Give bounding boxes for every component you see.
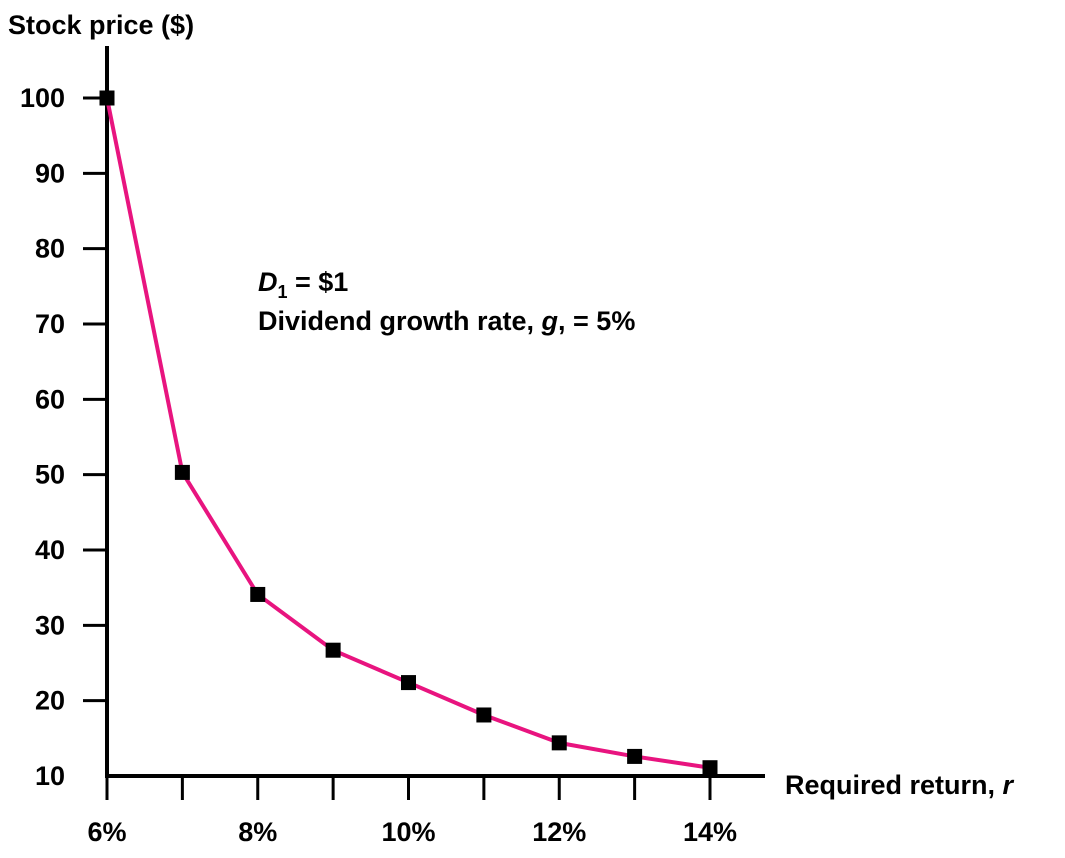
- annotation-growth-value: , = 5%: [558, 306, 635, 336]
- y-tick-label: 100: [20, 83, 65, 113]
- y-tick-label: 30: [35, 610, 65, 640]
- data-point-marker: [551, 735, 567, 751]
- y-tick-label: 20: [35, 686, 65, 716]
- y-tick-label: 80: [35, 234, 65, 264]
- x-axis-title: Required return, r: [785, 770, 1015, 800]
- x-tick-label: 14%: [683, 817, 737, 847]
- y-tick-label: 60: [35, 384, 65, 414]
- y-axis-ticks: 10 20 30 40 50 60 70 80 90 100: [20, 83, 107, 791]
- annotation-growth-label: Dividend growth rate,: [258, 306, 542, 336]
- data-point-marker: [702, 760, 718, 776]
- y-tick-label: 50: [35, 460, 65, 490]
- x-tick-label: 6%: [87, 817, 126, 847]
- data-point-marker: [174, 464, 190, 480]
- x-axis-title-variable: r: [1003, 770, 1015, 800]
- data-point-marker: [627, 748, 643, 764]
- series-layer: [99, 90, 718, 776]
- data-point-marker: [325, 642, 341, 658]
- x-tick-label: 10%: [381, 817, 435, 847]
- data-point-marker: [99, 90, 115, 106]
- annotation-line-2: Dividend growth rate, g, = 5%: [258, 306, 635, 336]
- annotation-d-subscript: 1: [278, 282, 288, 302]
- data-point-marker: [401, 675, 416, 691]
- x-tick-label: 8%: [238, 817, 277, 847]
- annotation-d-value: = $1: [288, 267, 349, 297]
- x-tick-label: 12%: [532, 817, 586, 847]
- y-tick-label: 90: [35, 158, 65, 188]
- data-point-marker: [250, 586, 266, 602]
- annotation-line-1: D1 = $1: [258, 267, 348, 302]
- data-point-marker: [476, 707, 492, 723]
- series-line: [105, 97, 711, 770]
- x-axis-ticks: 6% 8% 10% 12% 14%: [87, 776, 737, 847]
- annotation-g-symbol: g: [541, 306, 559, 336]
- y-tick-label: 70: [35, 309, 65, 339]
- annotation-d-symbol: D: [258, 267, 278, 297]
- y-axis-title: Stock price ($): [8, 10, 194, 40]
- y-tick-label: 40: [35, 535, 65, 565]
- y-tick-label: 10: [35, 761, 65, 791]
- x-axis-title-text: Required return,: [785, 770, 1003, 800]
